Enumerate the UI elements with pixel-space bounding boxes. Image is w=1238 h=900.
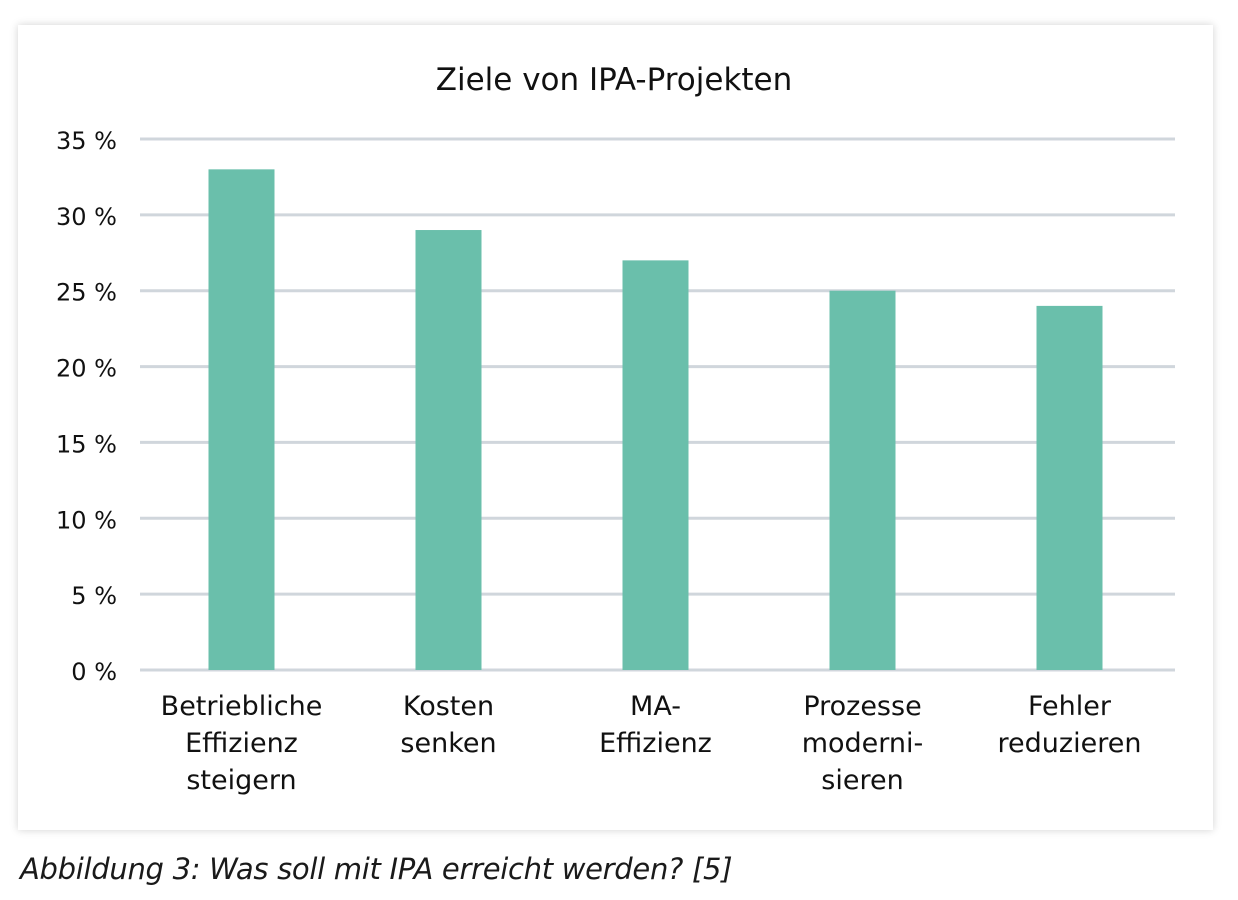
bar (622, 260, 689, 670)
y-tick-label: 25 % (56, 279, 117, 307)
y-tick-label: 35 % (56, 127, 117, 155)
x-tick-label: Prozesse (803, 691, 921, 722)
x-tick-label: Betriebliche (161, 691, 323, 722)
chart-title: Ziele von IPA-Projekten (436, 62, 793, 98)
x-tick-label: moderni- (802, 728, 924, 759)
x-tick-label: steigern (186, 765, 296, 796)
bar (829, 290, 896, 670)
x-tick-label: sieren (821, 765, 903, 796)
x-tick-label: Kosten (403, 691, 494, 722)
y-tick-label: 0 % (71, 658, 117, 686)
x-tick-label: Fehler (1028, 691, 1112, 722)
bar (1036, 305, 1103, 670)
bar (208, 169, 275, 671)
x-tick-label: Effizienz (185, 728, 298, 759)
x-tick-label: reduzieren (998, 728, 1142, 759)
y-tick-label: 30 % (56, 203, 117, 231)
bar (415, 230, 482, 670)
y-tick-label: 5 % (71, 582, 117, 610)
x-tick-label: senken (400, 728, 496, 759)
x-tick-label: MA- (630, 691, 681, 722)
y-tick-label: 20 % (56, 355, 117, 383)
y-tick-label: 15 % (56, 430, 117, 458)
figure-caption: Abbildung 3: Was soll mit IPA erreicht w… (20, 852, 733, 886)
x-tick-label: Effizienz (599, 728, 712, 759)
y-tick-label: 10 % (56, 506, 117, 534)
